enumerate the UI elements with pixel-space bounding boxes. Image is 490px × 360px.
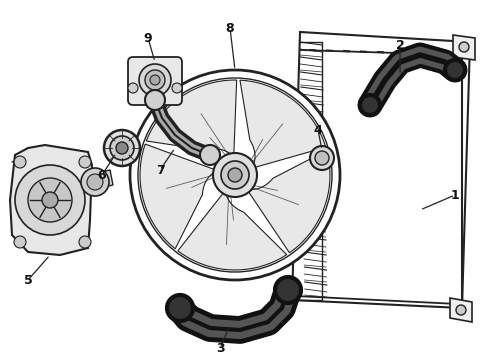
Circle shape: [128, 83, 138, 93]
Circle shape: [42, 192, 58, 208]
Circle shape: [81, 168, 109, 196]
Circle shape: [200, 145, 220, 165]
Circle shape: [145, 90, 165, 110]
Text: 8: 8: [226, 22, 234, 35]
Polygon shape: [292, 32, 470, 308]
Circle shape: [172, 83, 182, 93]
Text: 4: 4: [314, 123, 322, 136]
Circle shape: [79, 156, 91, 168]
Circle shape: [14, 156, 26, 168]
Text: 6: 6: [98, 168, 106, 181]
Circle shape: [138, 78, 332, 272]
Circle shape: [228, 168, 242, 182]
Circle shape: [110, 136, 134, 160]
Circle shape: [130, 70, 340, 280]
Polygon shape: [240, 80, 326, 168]
Polygon shape: [246, 150, 330, 253]
Polygon shape: [453, 35, 475, 60]
Circle shape: [15, 165, 85, 235]
Polygon shape: [147, 80, 237, 157]
Circle shape: [28, 178, 72, 222]
Circle shape: [221, 161, 249, 189]
Circle shape: [456, 305, 466, 315]
Circle shape: [360, 95, 380, 115]
Circle shape: [139, 64, 171, 96]
Circle shape: [145, 70, 165, 90]
Text: 1: 1: [451, 189, 459, 202]
Circle shape: [459, 42, 469, 52]
Circle shape: [150, 75, 160, 85]
Text: 3: 3: [216, 342, 224, 355]
Polygon shape: [10, 145, 92, 255]
Circle shape: [116, 142, 128, 154]
Polygon shape: [140, 144, 218, 249]
Polygon shape: [88, 170, 113, 190]
Circle shape: [87, 174, 103, 190]
Text: 2: 2: [395, 39, 404, 51]
Circle shape: [445, 60, 465, 80]
Circle shape: [213, 153, 257, 197]
Text: 9: 9: [144, 32, 152, 45]
Circle shape: [167, 295, 193, 321]
Circle shape: [79, 236, 91, 248]
Polygon shape: [178, 190, 287, 270]
Circle shape: [310, 146, 334, 170]
Polygon shape: [450, 298, 472, 322]
Circle shape: [315, 151, 329, 165]
Circle shape: [14, 236, 26, 248]
Circle shape: [104, 130, 140, 166]
Circle shape: [275, 277, 301, 303]
Text: 5: 5: [24, 274, 32, 287]
Text: 7: 7: [156, 163, 164, 176]
FancyBboxPatch shape: [128, 57, 182, 105]
